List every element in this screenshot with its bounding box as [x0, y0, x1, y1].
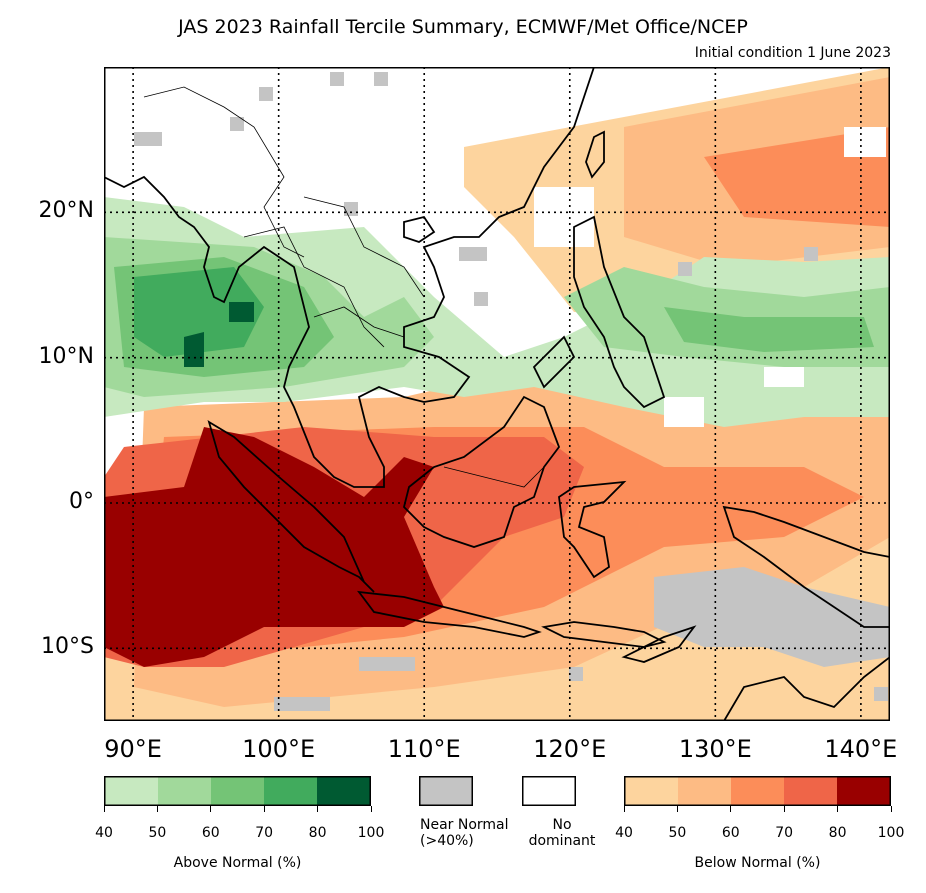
below-normal-swatch-1 [678, 777, 731, 805]
above-normal-tick-mark [370, 806, 372, 812]
above-normal-tick-mark [317, 806, 319, 812]
lesser-sunda-coast [541, 621, 697, 663]
below-normal-caption: Below Normal (%) [694, 855, 821, 871]
below-normal-colorbar-border [624, 776, 891, 806]
below-normal-tick-label: 40 [615, 825, 633, 841]
no-dominant-caption-line2: dominant [528, 833, 596, 849]
country-borders [143, 86, 545, 488]
above-normal-swatch-1 [158, 777, 211, 805]
rainfall-map [104, 67, 890, 721]
above-normal-tick-label: 100 [357, 825, 385, 841]
below-60-region-north [704, 127, 890, 227]
near-normal-caption-line1: Near Normal [420, 817, 509, 833]
no-dominant-caption-line1: No [552, 817, 572, 833]
below-normal-tick-mark [837, 806, 839, 812]
java-coast [357, 590, 542, 638]
below-normal-tick-mark [623, 806, 625, 812]
above-normal-tick-label: 40 [95, 825, 113, 841]
above-70-region [134, 267, 264, 357]
above-normal-tick-mark [103, 806, 105, 812]
no-dominant-cells [374, 127, 886, 427]
below-normal-tick-mark [676, 806, 678, 812]
above-normal-tick-mark [263, 806, 265, 812]
below-normal-tick-label: 70 [775, 825, 794, 841]
taiwan-coast [585, 130, 605, 179]
lon-label-90e: 90°E [104, 735, 162, 763]
near-normal-region [654, 567, 890, 667]
lon-label-100e: 100°E [242, 735, 316, 763]
lon-label-110e: 110°E [387, 735, 461, 763]
above-normal-tick-label: 60 [201, 825, 220, 841]
below-normal-tick-label: 50 [668, 825, 687, 841]
above-normal-caption: Above Normal (%) [173, 855, 302, 871]
below-normal-tick-label: 100 [877, 825, 905, 841]
above-normal-tick-mark [210, 806, 212, 812]
map-subtitle: Initial condition 1 June 2023 [694, 45, 891, 61]
above-normal-swatch-0 [105, 777, 158, 805]
australia-coast [722, 655, 890, 721]
below-normal-swatch-2 [731, 777, 784, 805]
sulawesi-coast [558, 480, 627, 579]
above-normal-tick-mark [156, 806, 158, 812]
probability-regions [104, 67, 890, 721]
above-normal-swatch-4 [317, 777, 370, 805]
above-normal-tick-label: 50 [148, 825, 167, 841]
below-normal-swatch-4 [837, 777, 890, 805]
sumatra-coast [207, 420, 375, 593]
above-80-region [184, 302, 254, 367]
map-title: JAS 2023 Rainfall Tercile Summary, ECMWF… [178, 16, 748, 38]
lon-label-120e: 120°E [533, 735, 607, 763]
below-80-region [104, 427, 444, 667]
above-normal-colorbar [104, 776, 371, 806]
above-normal-swatch-3 [264, 777, 317, 805]
hainan-coast [403, 215, 436, 243]
no-dominant-caption: No dominant [512, 817, 612, 849]
below-normal-tick-mark [783, 806, 785, 812]
below-normal-colorbar [624, 776, 891, 806]
near-normal-cells [134, 72, 888, 711]
lat-label-20n: 20°N [38, 198, 94, 224]
gridlines [104, 67, 890, 721]
lat-label-10n: 10°N [38, 343, 94, 369]
asia-mainland-coast [104, 67, 595, 488]
lat-label-0: 0° [69, 489, 94, 514]
lon-label-140e: 140°E [824, 735, 898, 763]
near-normal-caption-line2: (>40%) [420, 833, 474, 849]
below-normal-tick-mark [890, 806, 892, 812]
above-normal-tick-label: 80 [308, 825, 327, 841]
borneo-coast [403, 395, 561, 548]
below-normal-tick-label: 60 [721, 825, 740, 841]
near-normal-caption: Near Normal (>40%) [400, 817, 550, 849]
above-60-region-east [664, 307, 874, 352]
lat-label-10s: 10°S [41, 634, 94, 660]
above-normal-tick-label: 70 [255, 825, 274, 841]
above-normal-colorbar-border [104, 776, 371, 806]
lon-label-130e: 130°E [678, 735, 752, 763]
near-normal-swatch [419, 776, 473, 806]
below-normal-swatch-0 [625, 777, 678, 805]
above-normal-swatch-2 [211, 777, 264, 805]
below-normal-tick-label: 80 [828, 825, 847, 841]
no-dominant-swatch [522, 776, 576, 806]
map-border [104, 67, 890, 721]
new-guinea-coast [722, 505, 890, 628]
below-normal-tick-mark [730, 806, 732, 812]
below-normal-swatch-3 [784, 777, 837, 805]
